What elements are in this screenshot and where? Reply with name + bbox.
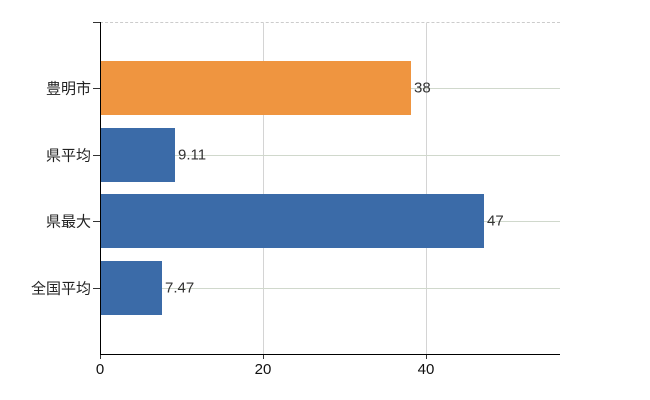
y-axis-tick: [93, 88, 100, 89]
gridline-horizontal: [101, 288, 560, 289]
x-axis-tick: [263, 355, 264, 359]
gridline-vertical: [263, 23, 265, 354]
bar: [101, 61, 411, 115]
x-axis-line: [100, 354, 560, 355]
category-label: 豊明市: [45, 80, 91, 98]
bar: [101, 128, 175, 182]
x-tick-label: 40: [417, 361, 435, 378]
x-axis-tick: [426, 355, 427, 359]
x-tick-label: 20: [254, 361, 272, 378]
category-label: 県平均: [45, 147, 91, 165]
x-axis-tick: [100, 355, 101, 359]
y-axis-tick: [93, 22, 100, 23]
category-label: 県最大: [45, 213, 91, 231]
y-axis-tick: [93, 221, 100, 222]
value-label: 47: [487, 212, 504, 230]
value-label: 9.11: [178, 146, 207, 164]
value-label: 7.47: [165, 279, 195, 297]
y-axis-tick: [93, 288, 100, 289]
y-axis-line: [100, 22, 101, 354]
value-label: 38: [414, 79, 431, 97]
gridline-horizontal: [101, 155, 560, 156]
x-tick-label: 0: [95, 361, 105, 378]
y-axis-tick: [93, 155, 100, 156]
category-label: 全国平均: [30, 280, 91, 298]
plot-top-border: [100, 22, 560, 23]
bar: [101, 261, 162, 315]
bar: [101, 194, 484, 248]
gridline-vertical: [426, 23, 428, 354]
